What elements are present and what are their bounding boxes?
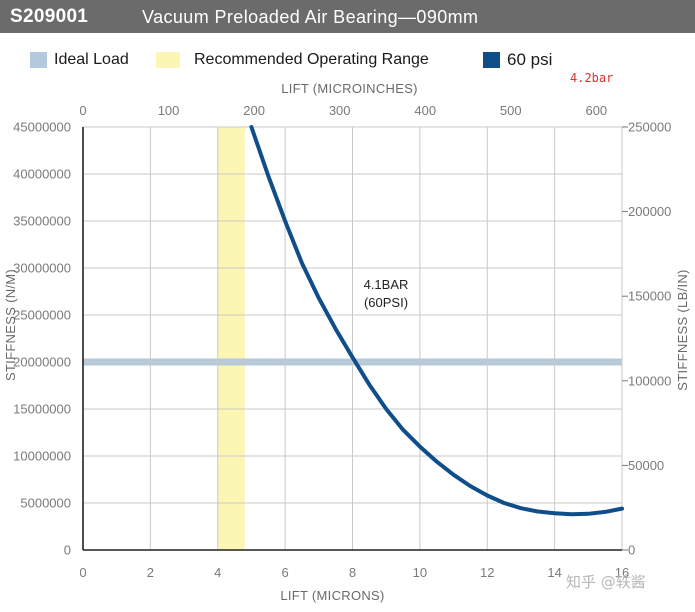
y-tick-label: 0: [64, 543, 71, 558]
y2-tick-label: 250000: [628, 120, 671, 135]
y-axis-title: STIFFNESS (N/M): [3, 269, 18, 381]
handwritten-annotation: 4.2bar: [570, 71, 614, 85]
y-tick-label: 10000000: [13, 449, 71, 464]
x-tick-label: 4: [214, 565, 221, 580]
x2-tick-label: 600: [585, 103, 607, 118]
legend-label-recommended-range: Recommended Operating Range: [194, 51, 429, 68]
y-tick-label: 15000000: [13, 402, 71, 417]
y-tick-label: 20000000: [13, 355, 71, 370]
legend-swatch-recommended-range: [156, 52, 180, 68]
y-tick-label: 40000000: [13, 167, 71, 182]
x-axis-title: LIFT (MICRONS): [280, 588, 384, 603]
y-tick-label: 30000000: [13, 261, 71, 276]
recommended-range-band: [217, 127, 245, 550]
x-tick-label: 14: [547, 565, 561, 580]
chart-title: Vacuum Preloaded Air Bearing—090mm: [142, 7, 479, 27]
x2-tick-label: 0: [79, 103, 86, 118]
y2-tick-label: 100000: [628, 373, 671, 388]
x2-tick-label: 300: [329, 103, 351, 118]
series-label-bar: 4.1BAR: [364, 277, 409, 292]
y2-tick-label: 200000: [628, 204, 671, 219]
x2-tick-label: 100: [158, 103, 180, 118]
watermark: 知乎 @轶酱: [566, 573, 646, 591]
series-label-psi: (60PSI): [364, 295, 408, 310]
series-line-60psi: [249, 125, 624, 517]
legend-swatch-ideal-load: [30, 52, 47, 68]
x-tick-label: 12: [480, 565, 494, 580]
y-tick-label: 25000000: [13, 308, 71, 323]
legend-label-ideal-load: Ideal Load: [54, 51, 129, 68]
legend-swatch-60psi: [483, 52, 500, 68]
x-tick-label: 16: [615, 565, 629, 580]
legend-item-60psi: 60 psi: [483, 48, 573, 72]
legend-item-recommended-range: Recommended Operating Range: [156, 48, 446, 72]
x-tick-label: 6: [282, 565, 289, 580]
y2-tick-label: 0: [628, 543, 635, 558]
y-tick-label: 45000000: [13, 120, 71, 135]
legend-item-ideal-load: Ideal Load: [30, 48, 150, 72]
x-tick-label: 2: [147, 565, 154, 580]
x2-tick-label: 400: [414, 103, 436, 118]
x2-tick-label: 200: [243, 103, 265, 118]
y2-axis-title: STIFFNESS (LB/IN): [675, 269, 690, 390]
x2-tick-label: 500: [500, 103, 522, 118]
y2-tick-label: 50000: [628, 458, 664, 473]
x-tick-label: 8: [349, 565, 356, 580]
y2-tick-label: 150000: [628, 289, 671, 304]
y-tick-label: 35000000: [13, 214, 71, 229]
part-number: S209001: [10, 6, 89, 27]
legend-label-60psi: 60 psi: [507, 50, 553, 69]
title-bar: S209001 Vacuum Preloaded Air Bearing—090…: [0, 0, 695, 33]
x-tick-label: 10: [413, 565, 427, 580]
y-tick-label: 5000000: [20, 496, 71, 511]
x2-axis-title: LIFT (MICROINCHES): [281, 81, 418, 96]
x-tick-label: 0: [79, 565, 86, 580]
